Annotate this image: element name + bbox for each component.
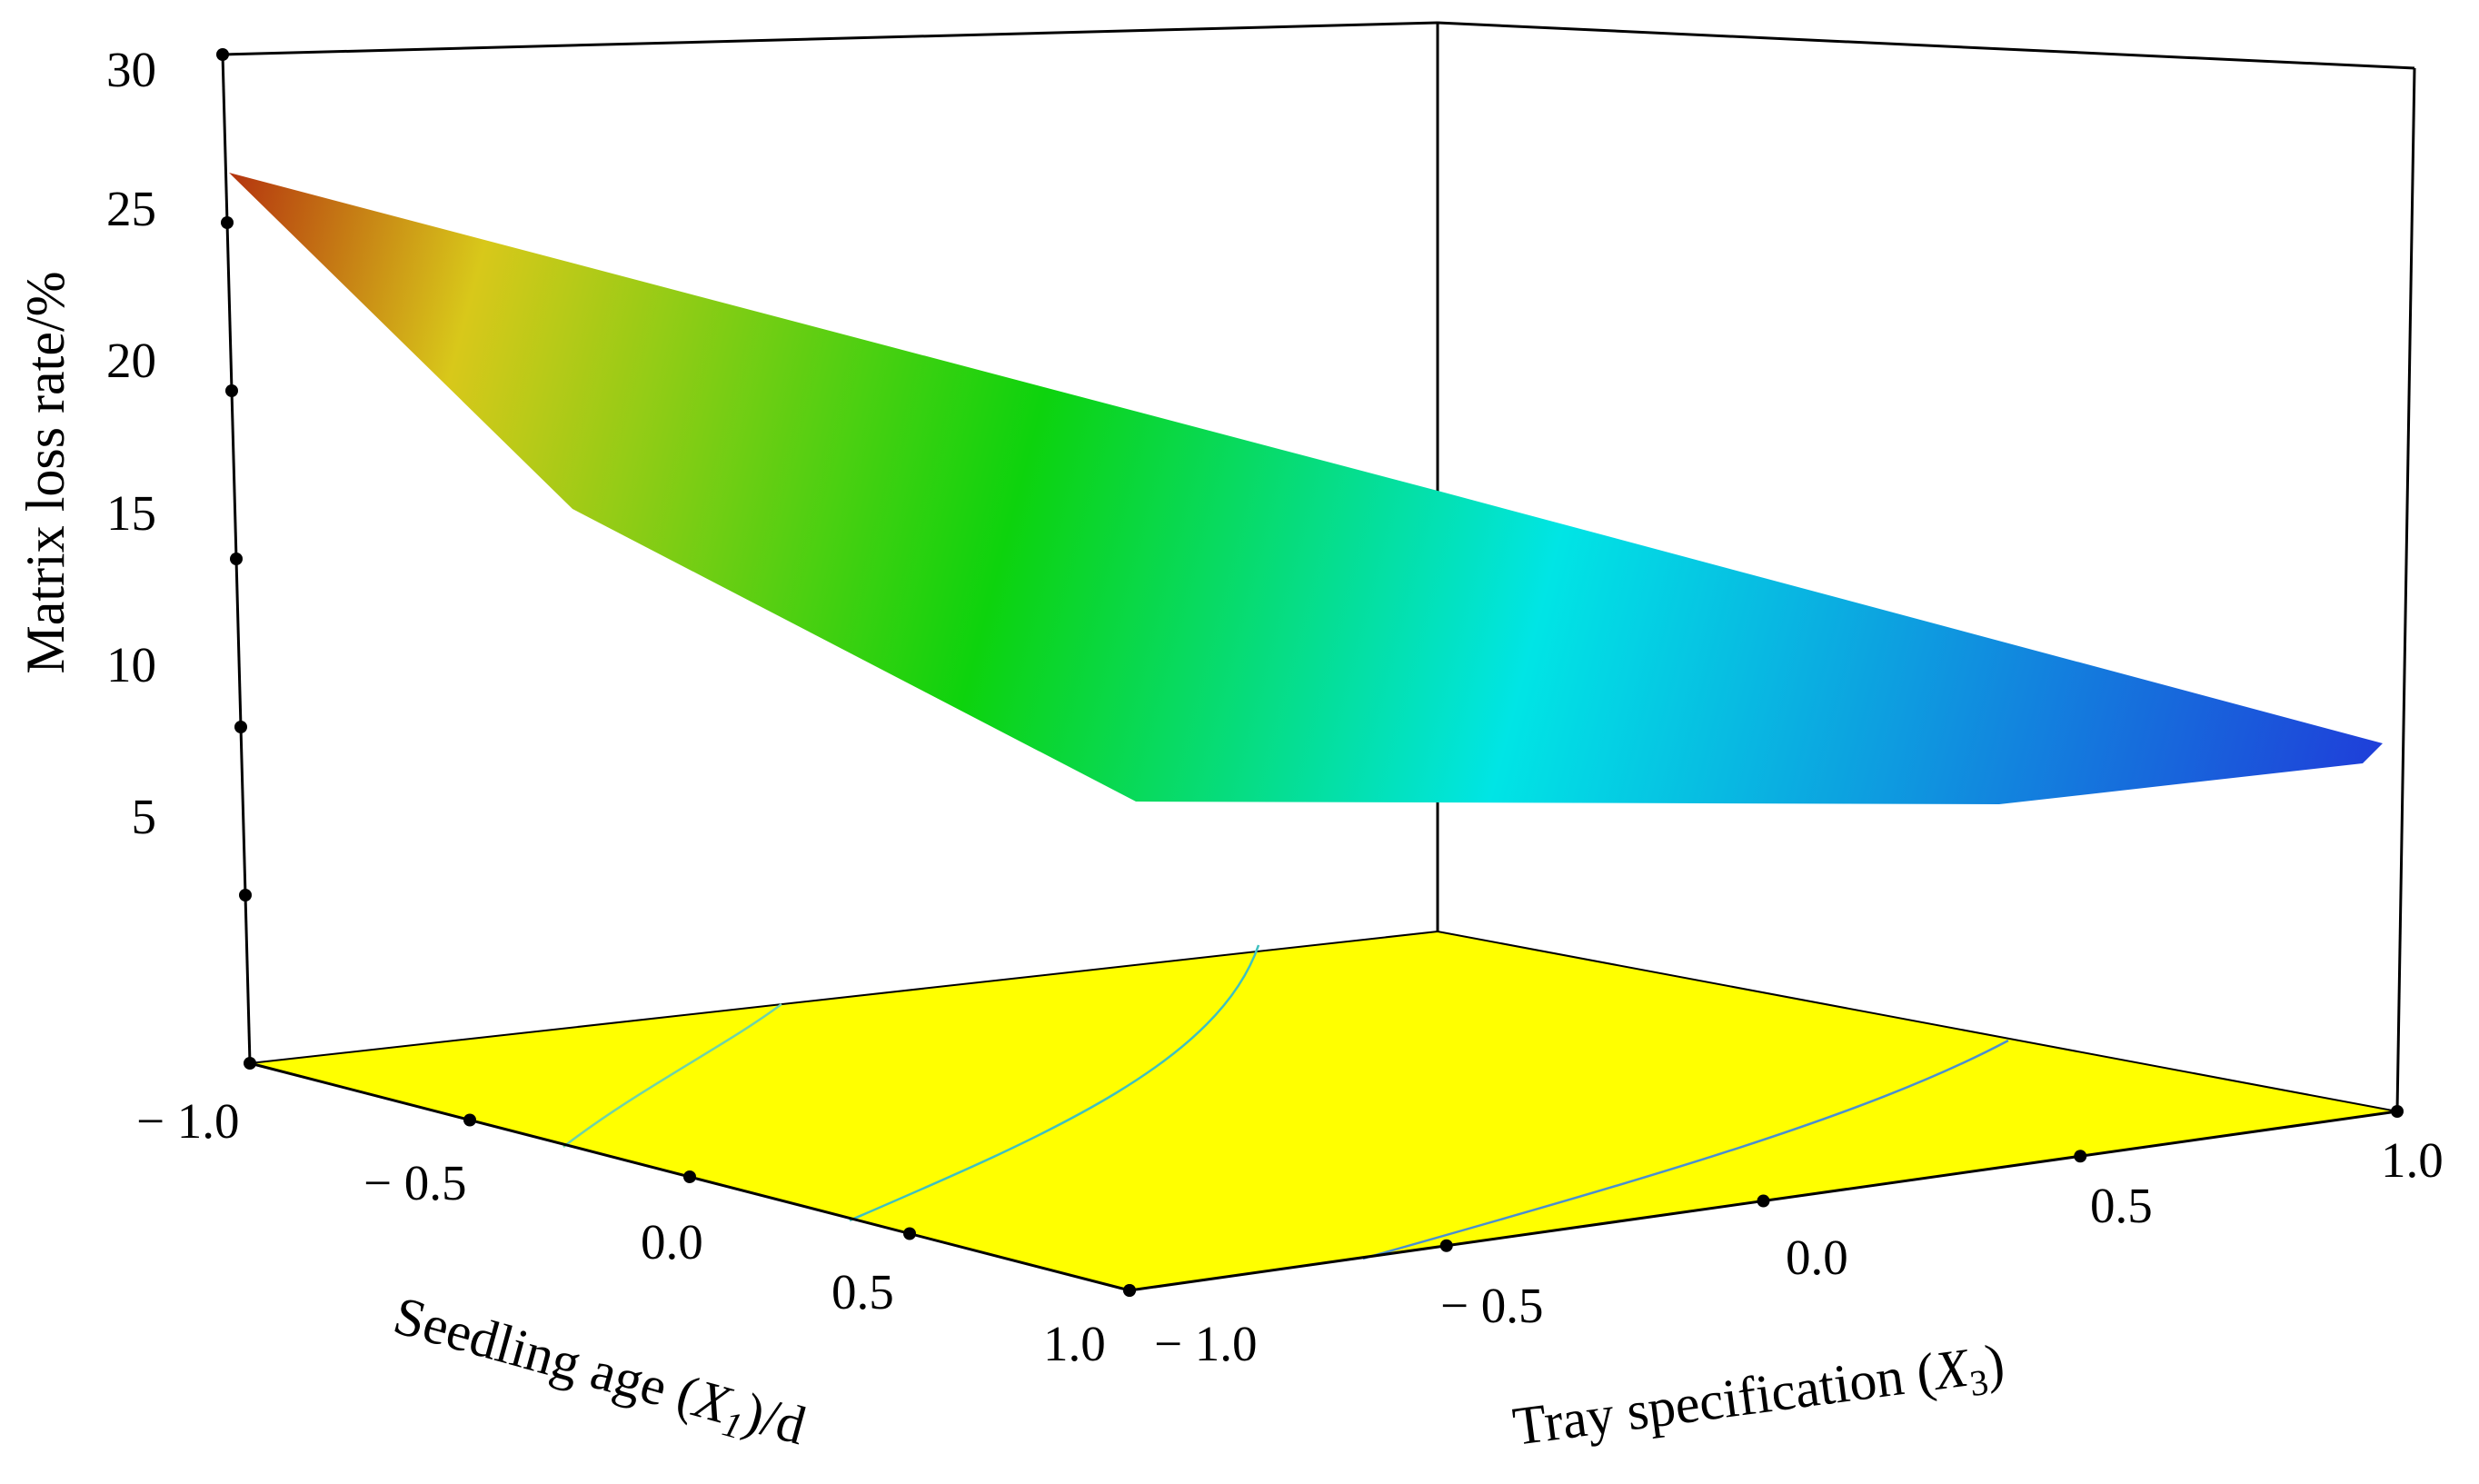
x-axis-title: Seedling age (X1)/d <box>385 1285 811 1463</box>
x-tick-label: 1.0 <box>1043 1316 1106 1371</box>
z-tick-label: 10 <box>106 637 156 692</box>
x-tick-dot <box>1123 1284 1136 1297</box>
z-tick-label: 5 <box>132 789 157 844</box>
response-surface <box>229 173 2383 804</box>
x-tick-label: − 1.0 <box>136 1093 240 1149</box>
y-axis-title-text: Tray specification ( <box>1509 1341 1938 1456</box>
back-right-edge <box>2395 67 2416 1112</box>
z-axis-ticks: 5 10 15 20 25 30 <box>106 42 156 844</box>
x-tick-label: − 0.5 <box>363 1155 467 1210</box>
x-axis-ticks: − 1.0 − 0.5 0.0 0.5 1.0 <box>136 1093 1106 1371</box>
y-tick-label: − 1.0 <box>1154 1316 1258 1371</box>
contour-line-1 <box>563 1002 782 1148</box>
z-tick-label: 20 <box>106 333 156 388</box>
x-tick-dot <box>463 1113 476 1127</box>
y-axis-ticks: − 1.0 − 0.5 0.0 0.5 1.0 <box>1154 1132 2444 1371</box>
z-tick-dot <box>239 889 252 901</box>
z-tick-label: 30 <box>106 42 156 97</box>
contour-line-3 <box>1362 1039 2009 1260</box>
x-tick-dot <box>683 1170 696 1183</box>
contour-line-2 <box>849 944 1260 1222</box>
contour-floor <box>249 930 2398 1292</box>
z-tick-dot <box>221 216 234 229</box>
x-axis-title-suffix: )/d <box>738 1382 812 1456</box>
z-tick-dot <box>230 553 243 565</box>
tick-marks <box>216 48 2404 1297</box>
top-right-edge <box>1437 21 2415 70</box>
z-tick-label: 15 <box>106 485 156 541</box>
x-tick-dot <box>244 1057 256 1070</box>
x-tick-label: 0.0 <box>641 1214 703 1270</box>
z-axis-title: Matrix loss rate/% <box>15 271 75 673</box>
y-tick-label: − 0.5 <box>1440 1278 1544 1333</box>
x-tick-label: 0.5 <box>831 1264 894 1320</box>
y-tick-dot <box>2391 1105 2404 1118</box>
z-tick-dot <box>234 721 247 733</box>
y-tick-dot <box>1757 1194 1770 1208</box>
z-tick-label: 25 <box>106 181 156 236</box>
z-tick-dot <box>225 384 238 397</box>
x-tick-dot <box>903 1227 916 1240</box>
y-tick-label: 0.5 <box>2090 1178 2153 1233</box>
floor-projection <box>249 930 2398 1292</box>
top-left-edge <box>222 21 1439 56</box>
y-tick-label: 1.0 <box>2381 1132 2444 1188</box>
x-axis-title-text: Seedling age ( <box>388 1285 704 1426</box>
z-tick-dot <box>216 48 229 61</box>
y-tick-dot <box>1439 1239 1453 1252</box>
y-tick-dot <box>2074 1150 2087 1163</box>
y-tick-label: 0.0 <box>1786 1230 1848 1285</box>
y-axis-title: Tray specification (X3) <box>1509 1332 2008 1463</box>
